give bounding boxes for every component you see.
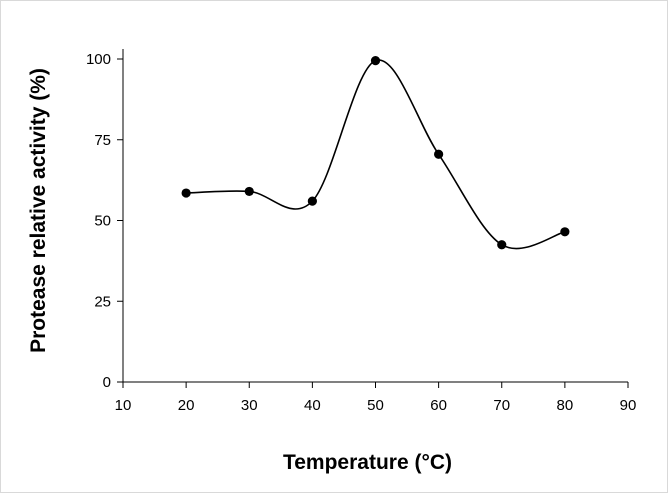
- data-point-20: [181, 188, 191, 198]
- data-point-40: [307, 196, 317, 206]
- data-point-50: [370, 56, 381, 66]
- y-tick-label: 0: [103, 374, 111, 391]
- y-tick-label: 25: [94, 293, 111, 310]
- data-point-80: [560, 227, 570, 237]
- y-tick-label: 50: [94, 213, 111, 230]
- x-axis-title: Temperature (°C): [283, 451, 452, 474]
- data-point-60: [434, 149, 444, 159]
- x-tick-label: 10: [115, 397, 132, 414]
- y-tick-label: 75: [94, 132, 111, 149]
- x-tick-label: 40: [304, 397, 321, 414]
- x-tick-label: 70: [493, 397, 510, 414]
- x-tick-label: 80: [557, 397, 574, 414]
- x-tick-label: 60: [430, 397, 447, 414]
- y-axis-title: Protease relative activity (%): [27, 68, 50, 353]
- y-tick-label: 100: [86, 51, 111, 68]
- axes: [117, 49, 629, 388]
- x-tick-label: 20: [178, 397, 195, 414]
- data-point-30: [244, 186, 254, 197]
- data-points: [181, 56, 570, 250]
- data-point-70: [497, 240, 507, 250]
- x-tick-label: 30: [241, 397, 258, 414]
- x-tick-label: 90: [620, 397, 637, 414]
- y-tick-labels: 0 25 50 75 100: [86, 51, 111, 391]
- smoothed-series-line: [186, 59, 566, 250]
- x-tick-label: 50: [367, 397, 384, 414]
- x-tick-labels: 10 20 30 40 50 60 70 80 90: [115, 397, 637, 414]
